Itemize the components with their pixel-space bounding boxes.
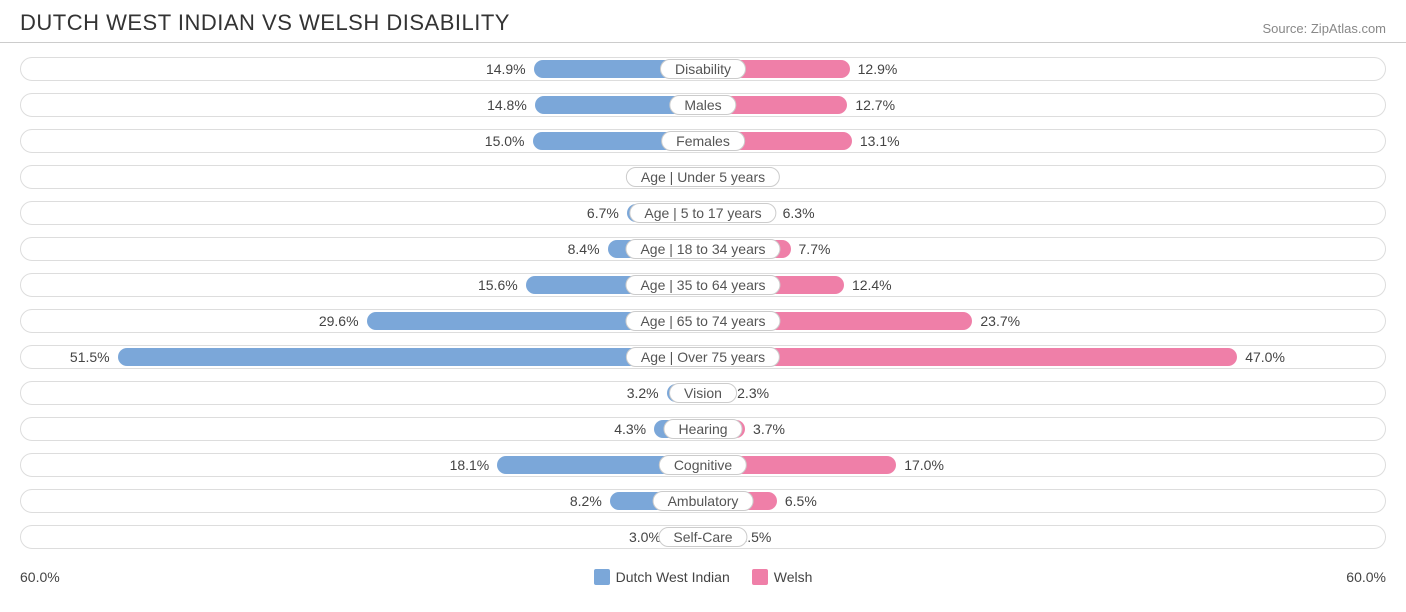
value-left: 8.2% — [570, 490, 602, 512]
category-label: Age | Over 75 years — [626, 347, 780, 367]
category-label: Age | Under 5 years — [626, 167, 780, 187]
category-label: Ambulatory — [653, 491, 754, 511]
chart-row: 29.6% 23.7% Age | 65 to 74 years — [20, 309, 1386, 333]
value-left: 14.9% — [486, 58, 526, 80]
value-left: 4.3% — [614, 418, 646, 440]
category-label: Self-Care — [658, 527, 747, 547]
value-right: 47.0% — [1245, 346, 1285, 368]
axis-max-left: 60.0% — [20, 569, 60, 585]
value-right: 17.0% — [904, 454, 944, 476]
value-right: 12.4% — [852, 274, 892, 296]
category-label: Age | 35 to 64 years — [625, 275, 780, 295]
value-left: 29.6% — [319, 310, 359, 332]
chart-row: 15.6% 12.4% Age | 35 to 64 years — [20, 273, 1386, 297]
chart-row: 3.0%2.5%Self-Care — [20, 525, 1386, 549]
category-label: Age | 18 to 34 years — [625, 239, 780, 259]
chart-header: DUTCH WEST INDIAN VS WELSH DISABILITY So… — [0, 0, 1406, 42]
value-left: 14.8% — [487, 94, 527, 116]
value-left: 15.6% — [478, 274, 518, 296]
legend: Dutch West Indian Welsh — [594, 569, 813, 585]
chart-row: 8.2% 6.5% Ambulatory — [20, 489, 1386, 513]
legend-item-right: Welsh — [752, 569, 813, 585]
category-label: Age | 5 to 17 years — [629, 203, 776, 223]
value-right: 7.7% — [799, 238, 831, 260]
category-label: Vision — [669, 383, 737, 403]
category-label: Age | 65 to 74 years — [625, 311, 780, 331]
chart-row: 8.4% 7.7% Age | 18 to 34 years — [20, 237, 1386, 261]
chart-row: 1.9%1.6%Age | Under 5 years — [20, 165, 1386, 189]
category-label: Cognitive — [659, 455, 747, 475]
chart-row: 6.7% 6.3% Age | 5 to 17 years — [20, 201, 1386, 225]
legend-swatch-right — [752, 569, 768, 585]
value-right: 6.5% — [785, 490, 817, 512]
value-right: 23.7% — [980, 310, 1020, 332]
legend-label-right: Welsh — [774, 569, 813, 585]
chart-row: 18.1% 17.0% Cognitive — [20, 453, 1386, 477]
value-left: 6.7% — [587, 202, 619, 224]
category-label: Females — [661, 131, 745, 151]
chart-row: 4.3% 3.7% Hearing — [20, 417, 1386, 441]
value-left: 51.5% — [70, 346, 110, 368]
chart-title: DUTCH WEST INDIAN VS WELSH DISABILITY — [20, 10, 510, 36]
value-right: 12.9% — [858, 58, 898, 80]
chart-row: 15.0% 13.1% Females — [20, 129, 1386, 153]
category-label: Males — [669, 95, 736, 115]
legend-swatch-left — [594, 569, 610, 585]
chart-row: 3.2% 2.3%Vision — [20, 381, 1386, 405]
value-right: 2.3% — [737, 382, 769, 404]
legend-item-left: Dutch West Indian — [594, 569, 730, 585]
chart-row: 14.9% 12.9% Disability — [20, 57, 1386, 81]
bar-left — [118, 348, 703, 366]
value-right: 6.3% — [783, 202, 815, 224]
value-left: 8.4% — [568, 238, 600, 260]
legend-label-left: Dutch West Indian — [616, 569, 730, 585]
chart-source: Source: ZipAtlas.com — [1262, 21, 1386, 36]
category-label: Hearing — [663, 419, 742, 439]
bar-right — [703, 348, 1237, 366]
chart-row: 14.8% 12.7% Males — [20, 93, 1386, 117]
chart-area: 14.9% 12.9% Disability 14.8% 12.7% Males 15.0%… — [0, 42, 1406, 569]
value-left: 15.0% — [485, 130, 525, 152]
value-right: 13.1% — [860, 130, 900, 152]
value-left: 3.0% — [629, 526, 661, 548]
chart-row: 51.5% 47.0% Age | Over 75 years — [20, 345, 1386, 369]
value-left: 18.1% — [450, 454, 490, 476]
value-right: 3.7% — [753, 418, 785, 440]
category-label: Disability — [660, 59, 746, 79]
value-left: 3.2% — [627, 382, 659, 404]
value-right: 12.7% — [855, 94, 895, 116]
chart-footer: 60.0% Dutch West Indian Welsh 60.0% — [0, 569, 1406, 597]
axis-max-right: 60.0% — [1346, 569, 1386, 585]
